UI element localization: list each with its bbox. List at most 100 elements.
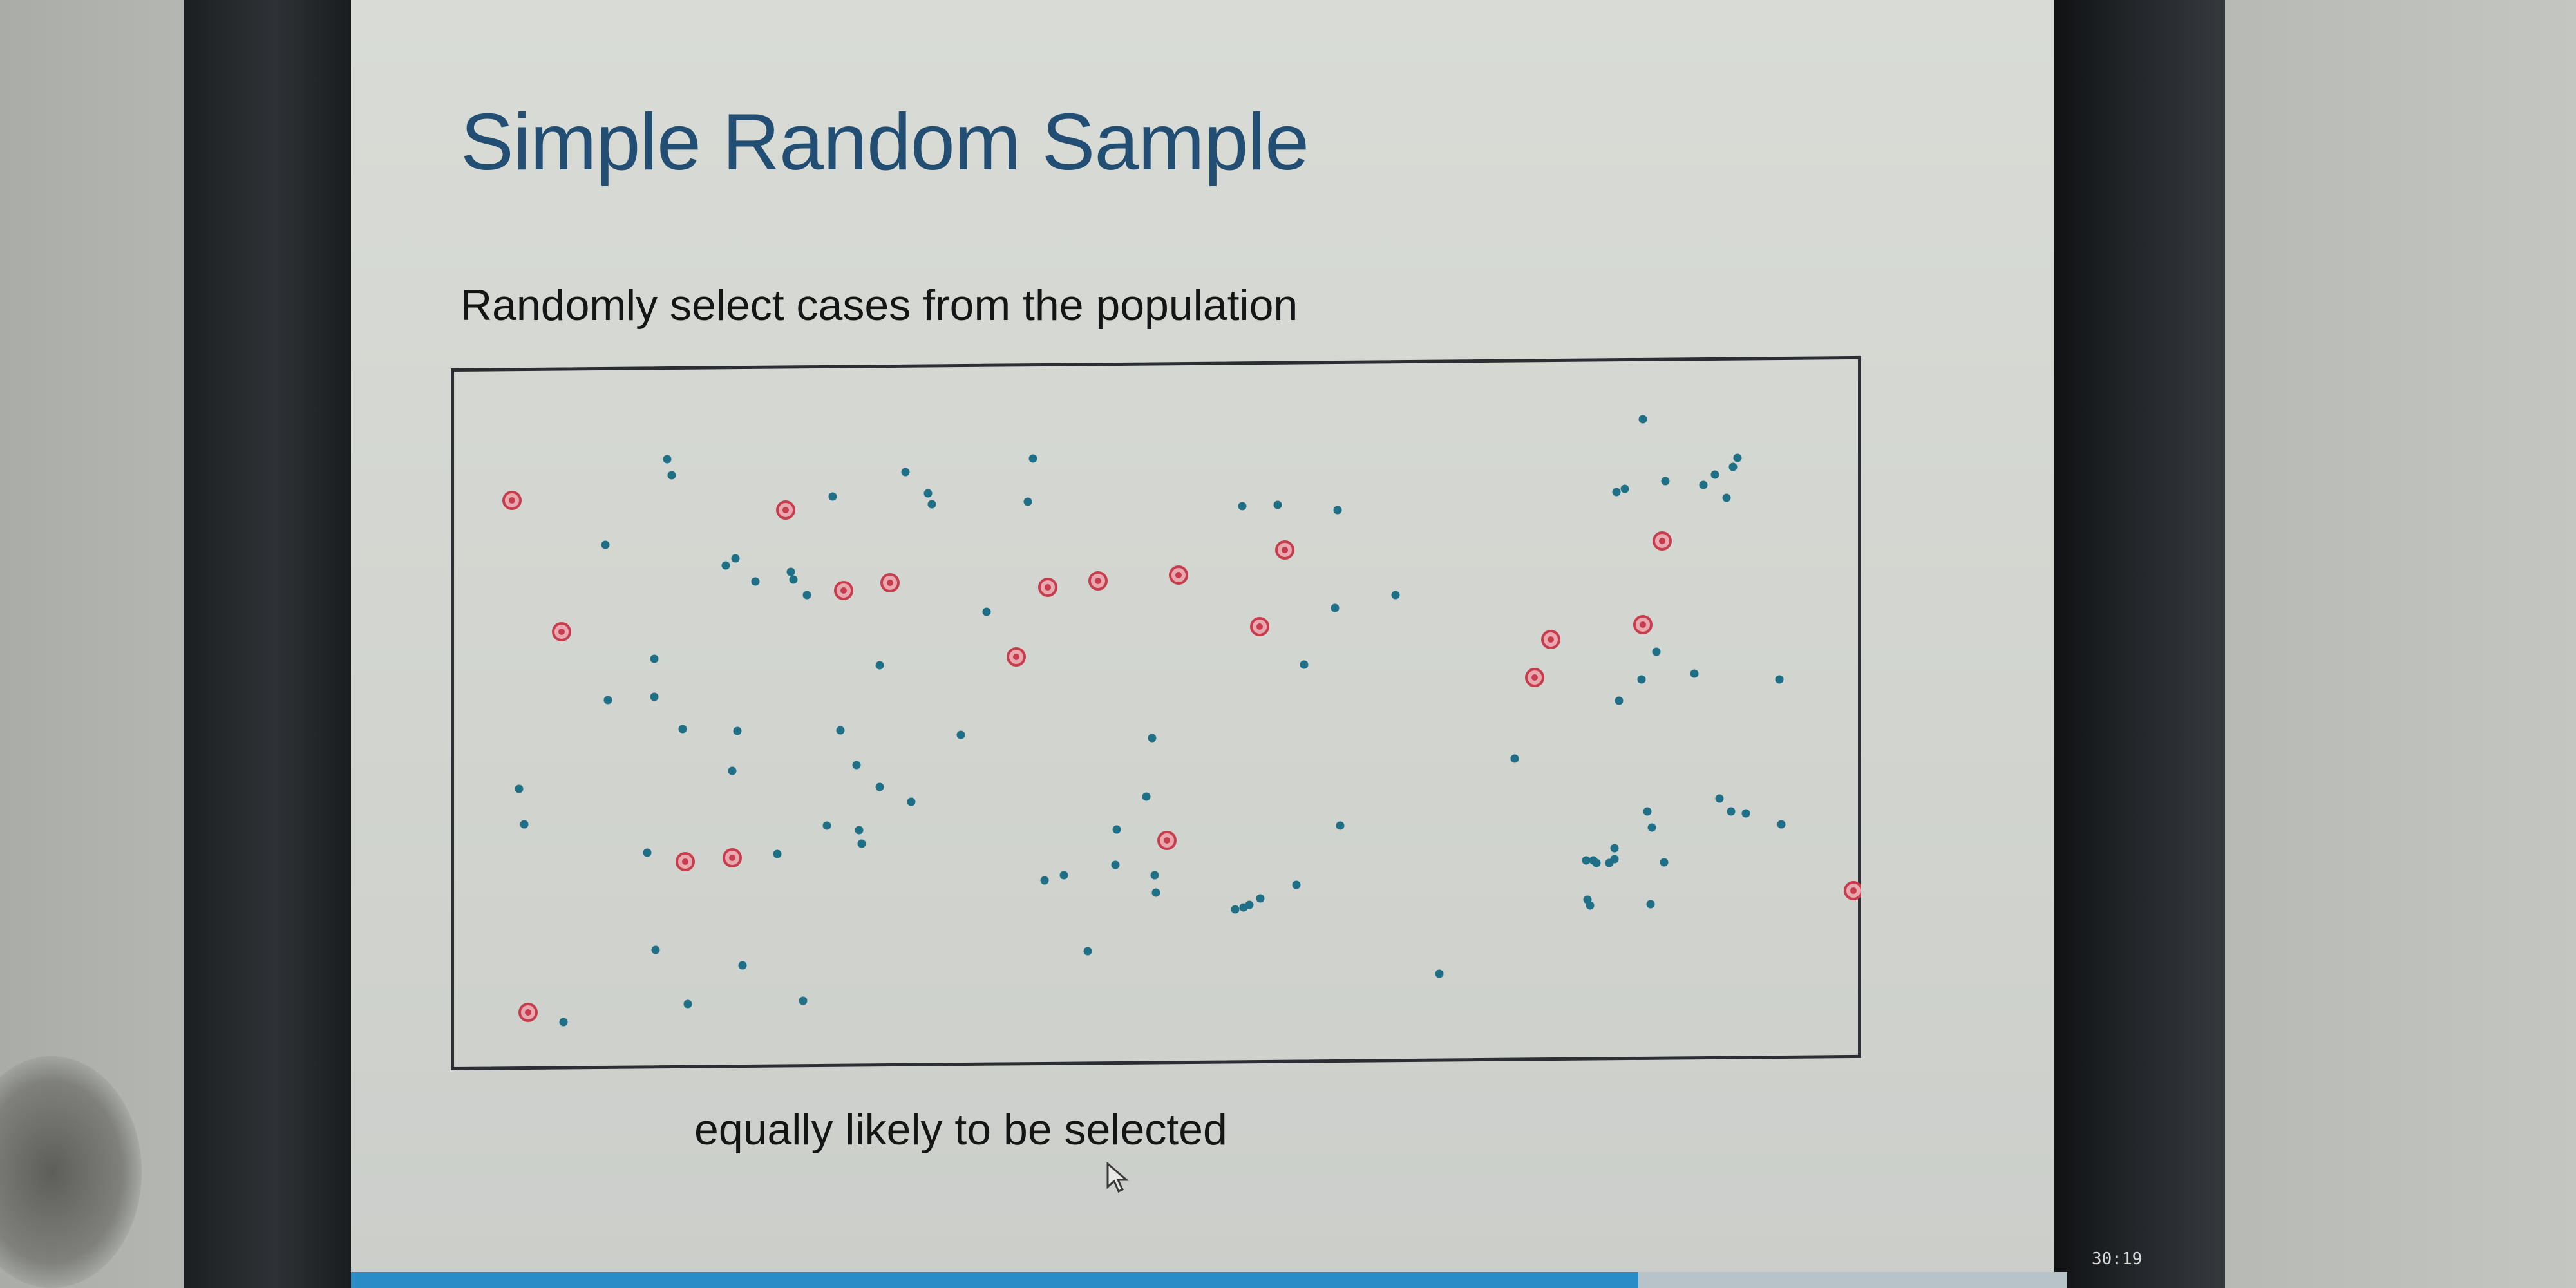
population-dot	[751, 577, 760, 586]
population-dot	[1741, 809, 1750, 818]
population-dot	[1615, 696, 1624, 705]
population-dot	[1582, 856, 1591, 865]
population-dot	[1083, 947, 1092, 956]
population-dot	[1023, 497, 1032, 506]
population-dot	[1727, 807, 1736, 816]
population-dot	[1238, 502, 1247, 511]
population-dot	[1728, 462, 1738, 471]
sampled-case-ring	[676, 852, 695, 871]
population-dot	[1652, 647, 1661, 656]
slide: Simple Random Sample Randomly select cas…	[351, 0, 2067, 1288]
population-dot	[956, 730, 965, 739]
population-dot	[1592, 858, 1601, 867]
population-dot	[1231, 905, 1240, 914]
population-dot	[836, 726, 845, 735]
mouse-cursor-icon	[1106, 1162, 1130, 1193]
population-dot	[1620, 484, 1629, 493]
population-dot	[901, 468, 910, 477]
population-dot	[1148, 734, 1157, 743]
population-dot	[799, 996, 808, 1005]
shadow-blob	[0, 1056, 142, 1288]
slide-title: Simple Random Sample	[460, 98, 1309, 187]
sampled-case-ring	[723, 848, 742, 867]
population-dot	[927, 500, 936, 509]
population-dot	[1435, 969, 1444, 978]
population-dot	[1605, 858, 1614, 867]
population-dot	[907, 797, 916, 806]
population-dot	[1733, 453, 1742, 462]
population-dot	[1710, 470, 1719, 479]
sampled-case-ring	[1633, 615, 1653, 634]
population-dot	[728, 766, 737, 775]
video-elapsed-time: 30:19	[2092, 1249, 2143, 1269]
population-dot	[1777, 820, 1786, 829]
population-dot	[1331, 603, 1340, 612]
population-dot	[1647, 823, 1656, 832]
population-dot	[822, 821, 831, 830]
population-dot	[855, 826, 864, 835]
population-dot	[1028, 454, 1037, 463]
monitor-bezel-right	[2054, 0, 2225, 1288]
population-dot	[603, 696, 612, 705]
population-dot	[875, 661, 884, 670]
population-dot	[721, 561, 730, 570]
population-dot	[1150, 871, 1159, 880]
population-dot	[651, 945, 660, 954]
population-dot	[1391, 591, 1400, 600]
population-dot	[1586, 901, 1595, 910]
population-dot	[650, 692, 659, 701]
population-dot	[1040, 876, 1049, 885]
sampled-case-ring	[552, 622, 571, 641]
sampled-case-ring	[1541, 630, 1560, 649]
population-dot	[650, 654, 659, 663]
population-dot	[738, 961, 747, 970]
population-dot	[1273, 500, 1282, 509]
sampled-case-ring	[518, 1003, 538, 1022]
population-dot	[1333, 506, 1342, 515]
population-dot	[667, 471, 676, 480]
population-dot	[875, 782, 884, 791]
sampled-case-ring	[1844, 881, 1861, 900]
sampled-case-ring	[1088, 571, 1108, 591]
population-dot	[852, 761, 861, 770]
population-dot	[1646, 900, 1655, 909]
population-dot	[601, 540, 610, 549]
population-dot	[786, 567, 795, 576]
population-dot	[643, 848, 652, 857]
population-dot	[1660, 858, 1669, 867]
population-dot	[789, 575, 798, 584]
sampled-case-ring	[1525, 668, 1544, 687]
sampled-case-ring	[834, 581, 853, 600]
population-dot	[1239, 903, 1248, 912]
population-dot	[1715, 794, 1724, 803]
sampled-case-ring	[1653, 531, 1672, 551]
sampled-case-ring	[1169, 565, 1188, 585]
population-diagram	[502, 415, 1861, 1027]
sampled-case-ring	[1038, 578, 1057, 597]
population-dot	[1112, 825, 1121, 834]
population-dot	[1292, 880, 1301, 889]
population-dot	[1111, 860, 1120, 869]
population-dot	[1256, 894, 1265, 903]
sampled-case-ring	[1275, 540, 1294, 560]
slide-subtitle: Randomly select cases from the populatio…	[460, 281, 1298, 330]
population-dot	[773, 849, 782, 858]
population-dot	[923, 489, 933, 498]
population-dot	[1722, 493, 1731, 502]
monitor-bezel-left	[184, 0, 367, 1288]
population-dot	[1610, 844, 1619, 853]
population-dot	[663, 455, 672, 464]
population-dot	[802, 591, 811, 600]
population-dot	[520, 820, 529, 829]
population-dot	[982, 607, 991, 616]
video-progress-fill	[351, 1272, 1638, 1288]
population-dot	[1142, 792, 1151, 801]
population-dot	[1151, 888, 1160, 897]
wall-right	[2215, 0, 2576, 1288]
population-dot	[857, 839, 866, 848]
population-dot	[1775, 675, 1784, 684]
population-dot	[1690, 669, 1699, 678]
sampled-case-ring	[1250, 617, 1269, 636]
population-dot	[1059, 871, 1068, 880]
population-dot	[678, 724, 687, 734]
